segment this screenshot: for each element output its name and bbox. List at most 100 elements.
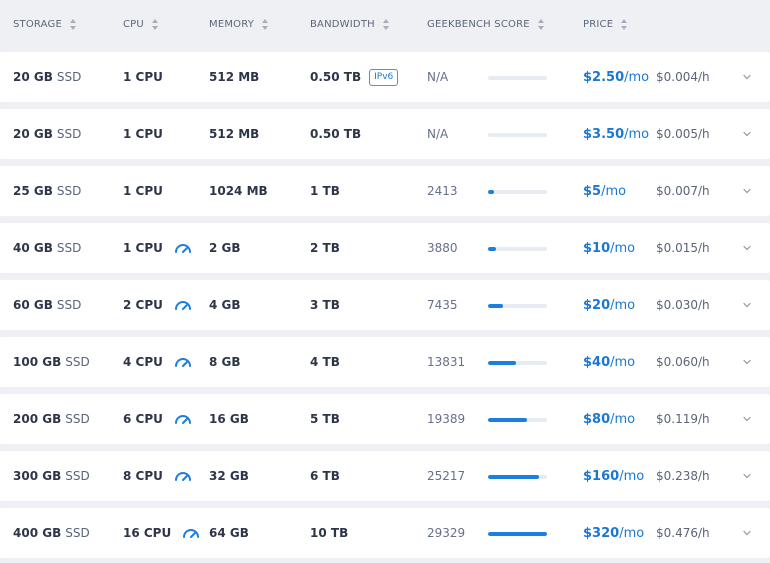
chevron-down-icon[interactable]: [743, 415, 751, 423]
column-header-geekbench[interactable]: GEEKBENCH SCORE: [427, 19, 545, 30]
speedometer-icon: [173, 241, 193, 255]
chevron-down-icon[interactable]: [743, 244, 751, 252]
storage-type: SSD: [56, 184, 82, 198]
memory-value: 2 GB: [209, 241, 241, 255]
geekbench-score: 13831: [427, 355, 466, 369]
price-period: /mo: [624, 126, 650, 142]
monthly-price: $40/mo: [583, 337, 635, 387]
geekbench-bar: [488, 76, 547, 80]
table-row[interactable]: 100 GB SSD 4 CPU 8 GB 4 TB 13831 $40/mo $0.060/…: [0, 337, 770, 387]
table-row[interactable]: 300 GB SSD 8 CPU 32 GB 6 TB 25217 $160/mo $0.23…: [0, 451, 770, 501]
memory-cell: 32 GB: [209, 451, 249, 501]
memory-value: 16 GB: [209, 412, 249, 426]
monthly-price: $2.50/mo: [583, 52, 649, 102]
geekbench-score: 2413: [427, 184, 458, 198]
memory-value: 8 GB: [209, 355, 241, 369]
chevron-down-icon[interactable]: [743, 358, 751, 366]
price-amount: $20: [583, 297, 611, 313]
storage-type: SSD: [56, 70, 82, 84]
monthly-price: $5/mo: [583, 166, 626, 216]
cpu-cell: 1 CPU: [123, 52, 163, 102]
chevron-down-icon[interactable]: [743, 130, 751, 138]
table-row[interactable]: 40 GB SSD 1 CPU 2 GB 2 TB 3880 $10/mo $0.015/h: [0, 223, 770, 273]
geekbench-bar-fill: [488, 190, 494, 194]
storage-size: 300 GB: [13, 469, 62, 483]
column-header-memory-label: MEMORY: [209, 19, 255, 30]
table-row[interactable]: 20 GB SSD 1 CPU 512 MB 0.50 TB IPv6 N/A $2.50/m…: [0, 52, 770, 102]
price-amount: $320: [583, 525, 620, 541]
geekbench-score: N/A: [427, 127, 449, 141]
storage-cell: 60 GB SSD: [13, 280, 81, 330]
sort-icon[interactable]: [621, 19, 628, 30]
chevron-down-icon[interactable]: [743, 73, 751, 81]
bandwidth-value: 6 TB: [310, 469, 340, 483]
memory-cell: 512 MB: [209, 52, 259, 102]
geekbench-bar: [488, 133, 547, 137]
column-header-storage[interactable]: STORAGE: [13, 19, 77, 30]
chevron-down-icon[interactable]: [743, 529, 751, 537]
cpu-cell: 1 CPU: [123, 166, 163, 216]
sort-icon[interactable]: [70, 19, 77, 30]
price-period: /mo: [624, 69, 650, 85]
storage-cell: 400 GB SSD: [13, 508, 90, 558]
geekbench-score: 3880: [427, 241, 458, 255]
cpu-count: 2 CPU: [123, 298, 163, 312]
chevron-down-icon[interactable]: [743, 301, 751, 309]
geekbench-bar: [488, 304, 547, 308]
geekbench-bar: [488, 247, 547, 251]
price-amount: $10: [583, 240, 611, 256]
table-row[interactable]: 400 GB SSD 16 CPU 64 GB 10 TB 29329 $320/mo $0.…: [0, 508, 770, 558]
storage-size: 40 GB: [13, 241, 53, 255]
sort-icon[interactable]: [262, 19, 269, 30]
bandwidth-value: 10 TB: [310, 526, 349, 540]
cpu-cell: 2 CPU: [123, 280, 193, 330]
bandwidth-cell: 1 TB: [310, 166, 340, 216]
geekbench-bar-fill: [488, 304, 503, 308]
bandwidth-cell: 6 TB: [310, 451, 340, 501]
geekbench-score: N/A: [427, 70, 449, 84]
cpu-count: 1 CPU: [123, 127, 163, 141]
table-row[interactable]: 60 GB SSD 2 CPU 4 GB 3 TB 7435 $20/mo $0.030/h: [0, 280, 770, 330]
sort-icon[interactable]: [151, 19, 159, 30]
speedometer-icon: [173, 469, 193, 483]
table-row[interactable]: 200 GB SSD 6 CPU 16 GB 5 TB 19389 $80/mo $0.119…: [0, 394, 770, 444]
cpu-count: 8 CPU: [123, 469, 163, 483]
chevron-down-icon[interactable]: [743, 472, 751, 480]
sort-icon[interactable]: [382, 19, 390, 30]
memory-cell: 2 GB: [209, 223, 241, 273]
monthly-price: $3.50/mo: [583, 109, 649, 159]
hourly-price: $0.238/h: [656, 469, 710, 483]
hourly-price: $0.119/h: [656, 412, 710, 426]
column-header-geekbench-label: GEEKBENCH SCORE: [427, 19, 530, 30]
memory-value: 64 GB: [209, 526, 249, 540]
monthly-price: $320/mo: [583, 508, 644, 558]
memory-value: 512 MB: [209, 70, 260, 84]
storage-size: 400 GB: [13, 526, 62, 540]
column-header-cpu[interactable]: CPU: [123, 19, 159, 30]
column-header-bandwidth-label: BANDWIDTH: [310, 19, 375, 30]
monthly-price: $80/mo: [583, 394, 635, 444]
geekbench-bar-fill: [488, 475, 539, 479]
column-header-memory[interactable]: MEMORY: [209, 19, 269, 30]
bandwidth-value: 1 TB: [310, 184, 340, 198]
column-header-bandwidth[interactable]: BANDWIDTH: [310, 19, 390, 30]
cpu-count: 1 CPU: [123, 70, 163, 84]
price-amount: $80: [583, 411, 611, 427]
table-row[interactable]: 25 GB SSD 1 CPU 1024 MB 1 TB 2413 $5/mo $0.007/…: [0, 166, 770, 216]
chevron-down-icon[interactable]: [743, 187, 751, 195]
price-period: /mo: [619, 468, 645, 484]
storage-size: 100 GB: [13, 355, 62, 369]
column-header-storage-label: STORAGE: [13, 19, 63, 30]
sort-icon[interactable]: [537, 19, 545, 30]
price-period: /mo: [601, 183, 627, 199]
column-header-cpu-label: CPU: [123, 19, 144, 30]
storage-type: SSD: [65, 412, 90, 426]
cpu-cell: 8 CPU: [123, 451, 193, 501]
memory-value: 1024 MB: [209, 184, 268, 198]
storage-size: 20 GB: [13, 127, 53, 141]
memory-value: 512 MB: [209, 127, 260, 141]
column-header-price[interactable]: PRICE: [583, 19, 628, 30]
table-row[interactable]: 20 GB SSD 1 CPU 512 MB 0.50 TB N/A $3.50/mo $0.…: [0, 109, 770, 159]
hourly-price: $0.015/h: [656, 241, 710, 255]
storage-type: SSD: [65, 355, 90, 369]
